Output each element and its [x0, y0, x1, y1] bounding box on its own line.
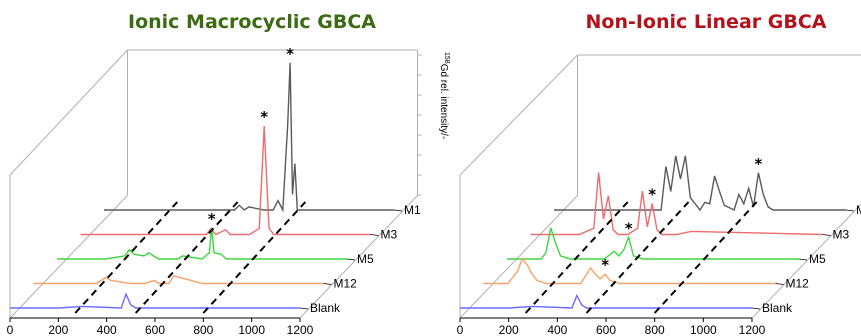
x-tick-label: 200 [499, 323, 519, 336]
panel-title-left: Ionic Macrocyclic GBCA [128, 11, 376, 33]
series-line-blank [460, 293, 752, 309]
y-axis-label-superscript: 158 [443, 52, 450, 64]
frame-left-floor-edge [459, 195, 578, 319]
x-tick-label: 800 [645, 323, 665, 336]
chart-panel-right: 0 200 400 600 800 1000 1200 M1 * M3 * M5 * M12 * Blank [457, 54, 861, 336]
y-axis-label-text: Gd rel. intensity/- [438, 64, 449, 140]
series-label-leader [845, 209, 855, 212]
series-label-m12: M12 [334, 277, 358, 291]
dashed-guide-line [585, 201, 690, 314]
peak-marker: * [754, 155, 762, 173]
x-tick-label: 200 [48, 323, 68, 336]
series-label-m3: M3 [833, 228, 850, 242]
frame-left-floor-edge [9, 195, 128, 319]
frame-right-floor-edge [299, 195, 418, 319]
x-tick-label: 1000 [690, 323, 717, 336]
series-line-m5 [57, 227, 347, 260]
series-label-blank: Blank [310, 301, 341, 315]
series-line-m3 [530, 172, 823, 236]
series-line-blank [10, 292, 300, 309]
series-label-leader [822, 234, 831, 236]
x-tick-label: 1200 [739, 323, 766, 336]
series-label-m3: M3 [381, 228, 398, 242]
dashed-guide-line [74, 201, 178, 314]
x-tick-label: 600 [596, 323, 616, 336]
panel-title-right: Non-Ionic Linear GBCA [586, 11, 827, 33]
series-label-m1: M1 [856, 203, 861, 217]
series-label-leader [751, 307, 761, 310]
series-line-m3 [80, 125, 371, 236]
series-label-m5: M5 [357, 252, 374, 266]
series-line-m12 [33, 274, 324, 285]
series-label-leader [370, 234, 379, 236]
x-tick-label: 0 [7, 323, 14, 336]
frame-right-floor-edge [751, 203, 861, 319]
x-tick-label: 800 [193, 323, 213, 336]
series-line-m1 [104, 62, 394, 213]
peak-marker: * [625, 219, 633, 237]
series-label-m5: M5 [809, 252, 826, 266]
peak-marker: * [286, 45, 294, 63]
series-line-m1 [554, 155, 846, 212]
peak-marker: * [260, 108, 268, 126]
series-line-m12 [483, 257, 776, 285]
series-label-blank: Blank [762, 301, 793, 315]
peak-marker: * [208, 210, 216, 228]
series-label-m1: M1 [404, 203, 421, 217]
peak-marker: * [601, 256, 609, 274]
x-tick-label: 1200 [287, 323, 314, 336]
peak-marker: * [648, 186, 656, 204]
x-tick-label: 1000 [238, 323, 265, 336]
x-tick-label: 400 [547, 323, 567, 336]
series-label-leader [323, 283, 332, 285]
series-label-m12: M12 [786, 277, 810, 291]
x-tick-label: 600 [145, 323, 165, 336]
chart-panel-left: 0 200 400 600 800 1000 1200 M1 * M3 * M5 * M12 Blank [7, 45, 422, 336]
dashed-guide-line [653, 201, 758, 314]
dashed-guide-line [202, 201, 307, 314]
x-tick-label: 0 [457, 323, 464, 336]
x-tick-label: 400 [97, 323, 117, 336]
series-label-leader [393, 209, 403, 212]
dashed-guide-line [134, 201, 239, 314]
series-label-leader [299, 307, 309, 310]
y-axis-label: 158Gd rel. intensity/- [438, 52, 450, 139]
series-label-leader [798, 258, 808, 261]
dashed-guide-line [524, 201, 629, 314]
series-label-leader [775, 283, 784, 285]
frame-top-left-edge [9, 49, 128, 176]
series-label-leader [346, 258, 356, 261]
series-line-m5 [507, 227, 799, 260]
frame-top-left-edge [459, 54, 578, 176]
